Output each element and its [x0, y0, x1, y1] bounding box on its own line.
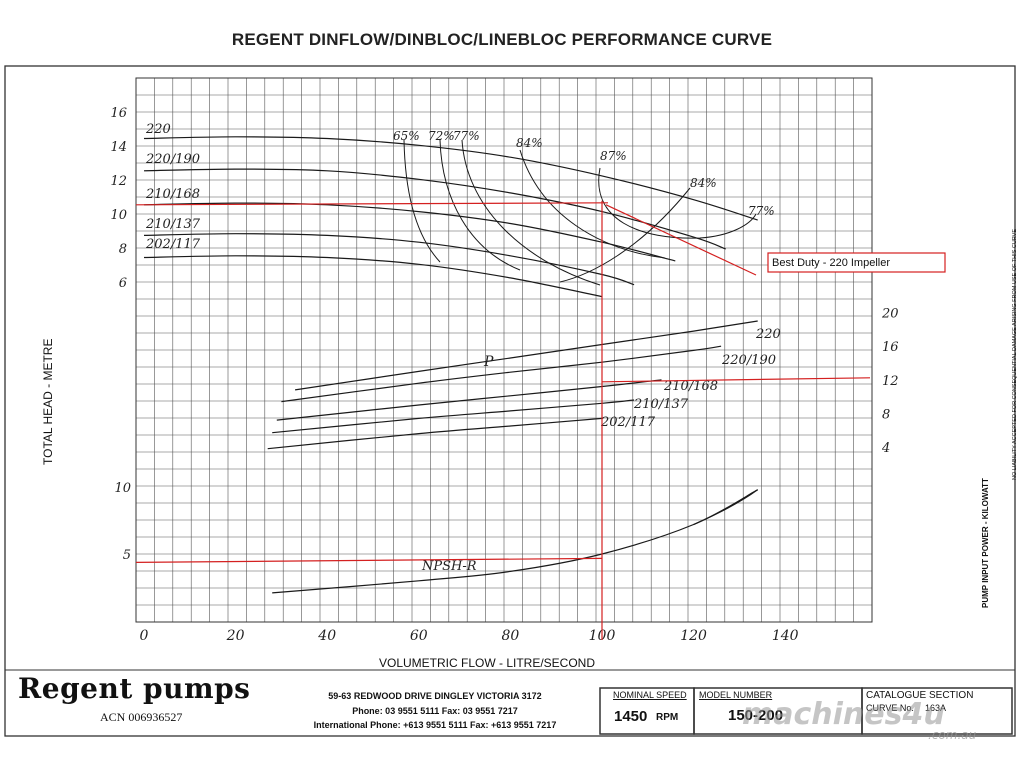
- efficiency-contour: [403, 139, 441, 263]
- nominal-speed-unit: RPM: [656, 712, 679, 723]
- efficiency-label: 84%: [690, 176, 717, 190]
- duty-head-line: [135, 202, 609, 206]
- x-tick-label: 120: [680, 628, 707, 644]
- catalogue-box: [861, 687, 1013, 735]
- power-tick-label: 12: [882, 374, 899, 389]
- npsh-label: NPSH-R: [421, 559, 477, 574]
- power-curve-label: 220/190: [721, 353, 776, 368]
- duty-callout-box: [767, 252, 946, 273]
- power-tick-label: 20: [881, 307, 899, 322]
- efficiency-label: 77%: [453, 129, 480, 143]
- head-curve-label: 202/117: [145, 237, 201, 252]
- duty-npsh-line: [135, 557, 603, 563]
- x-tick-label: 20: [226, 628, 245, 644]
- x-tick-label: 80: [501, 628, 519, 644]
- model-number-value: 150-200: [728, 707, 784, 724]
- x-tick-label: 0: [140, 628, 149, 644]
- head-curve-label: 210/137: [145, 217, 201, 232]
- power-curve-label: 210/168: [663, 379, 718, 394]
- power-curve-label: 202/117: [600, 415, 656, 430]
- catalogue-section-label: CATALOGUE SECTION: [866, 690, 974, 701]
- nominal-speed-label: NOMINAL SPEED: [613, 690, 687, 700]
- power-curve-4: [267, 417, 603, 450]
- efficiency-contour: [439, 139, 521, 271]
- plot-border: [135, 77, 873, 623]
- power-tick-label: 4: [881, 441, 890, 456]
- disclaimer-text: NO LIABILITY ACCEPTED FOR CONSEQUENTIAL …: [1012, 228, 1018, 480]
- npsh-tick-label: 5: [123, 548, 131, 563]
- efficiency-contour: [461, 139, 601, 286]
- power-curve-3: [272, 399, 635, 434]
- head-curve-0: [143, 136, 758, 221]
- efficiency-label: 84%: [516, 136, 543, 150]
- power-curve-2: [276, 379, 662, 421]
- head-curve-label: 220/190: [145, 152, 200, 167]
- head-tick-label: 10: [110, 208, 127, 223]
- chart-grid: [135, 77, 873, 623]
- curve-no-label: CURVE No.: [866, 703, 914, 713]
- chart-title: REGENT DINFLOW/DINBLOC/LINEBLOC PERFORMA…: [231, 30, 773, 49]
- intl-phone-text: International Phone: +613 9551 5111 Fax:…: [313, 720, 557, 730]
- duty-power-line: [601, 377, 871, 383]
- power-label: P: [483, 354, 494, 370]
- npsh-tick-label: 10: [114, 481, 131, 496]
- npsh-curve-0: [272, 489, 758, 594]
- power-curve-label: 220: [755, 327, 781, 342]
- efficiency-label: 65%: [393, 129, 420, 143]
- curves-layer: [143, 136, 759, 594]
- model-number-label: MODEL NUMBER: [699, 690, 773, 700]
- npsh-curve-tail: [693, 489, 759, 526]
- duty-callout-text: Best Duty - 220 Impeller: [772, 257, 890, 269]
- power-curve-1: [281, 345, 722, 403]
- efficiency-contour: [598, 167, 757, 239]
- head-tick-label: 8: [119, 242, 127, 257]
- efficiency-label: 77%: [748, 204, 775, 218]
- nominal-speed-value: 1450: [614, 708, 648, 725]
- annotation-layer: Best Duty - 220 Impeller: [135, 200, 946, 640]
- watermark-domain: .com.au: [928, 728, 977, 742]
- acn-number: ACN 006936527: [100, 710, 183, 724]
- x-tick-label: 140: [772, 628, 799, 644]
- power-curve-label: 210/137: [633, 397, 689, 412]
- head-tick-label: 14: [110, 140, 127, 155]
- watermark-logo: machines4u: [742, 697, 945, 732]
- duty-callout-arrow: [605, 204, 757, 276]
- power-tick-label: 16: [882, 340, 899, 355]
- head-curve-4: [143, 255, 603, 298]
- outer-frame: [4, 65, 1016, 737]
- efficiency-label: 87%: [600, 149, 627, 163]
- power-tick-label: 8: [882, 407, 890, 422]
- power-axis-label: PUMP INPUT POWER - KILOWATT: [981, 478, 990, 608]
- head-curve-label: 220: [145, 122, 171, 137]
- efficiency-contour: [519, 149, 666, 259]
- head-curve-3: [143, 233, 635, 286]
- phone-text: Phone: 03 9551 5111 Fax: 03 9551 7217: [352, 706, 518, 716]
- regent-pumps-logo: Regent pumps: [18, 672, 251, 705]
- power-curve-0: [295, 320, 758, 391]
- x-axis-label: VOLUMETRIC FLOW - LITRE/SECOND: [379, 656, 595, 670]
- x-tick-label: 40: [317, 628, 336, 644]
- head-curve-2: [143, 202, 676, 262]
- head-tick-label: 6: [119, 276, 127, 291]
- head-tick-label: 12: [110, 174, 127, 189]
- head-tick-label: 16: [110, 106, 127, 121]
- efficiency-label: 72%: [428, 129, 455, 143]
- head-curve-1: [143, 168, 726, 250]
- address-text: 59-63 REDWOOD DRIVE DINGLEY VICTORIA 317…: [328, 691, 542, 701]
- head-curve-label: 210/168: [145, 187, 200, 202]
- x-tick-label: 60: [410, 628, 428, 644]
- efficiency-contour: [559, 187, 691, 283]
- curve-no-value: 163A: [925, 703, 947, 713]
- head-axis-label: TOTAL HEAD - METRE: [41, 339, 55, 465]
